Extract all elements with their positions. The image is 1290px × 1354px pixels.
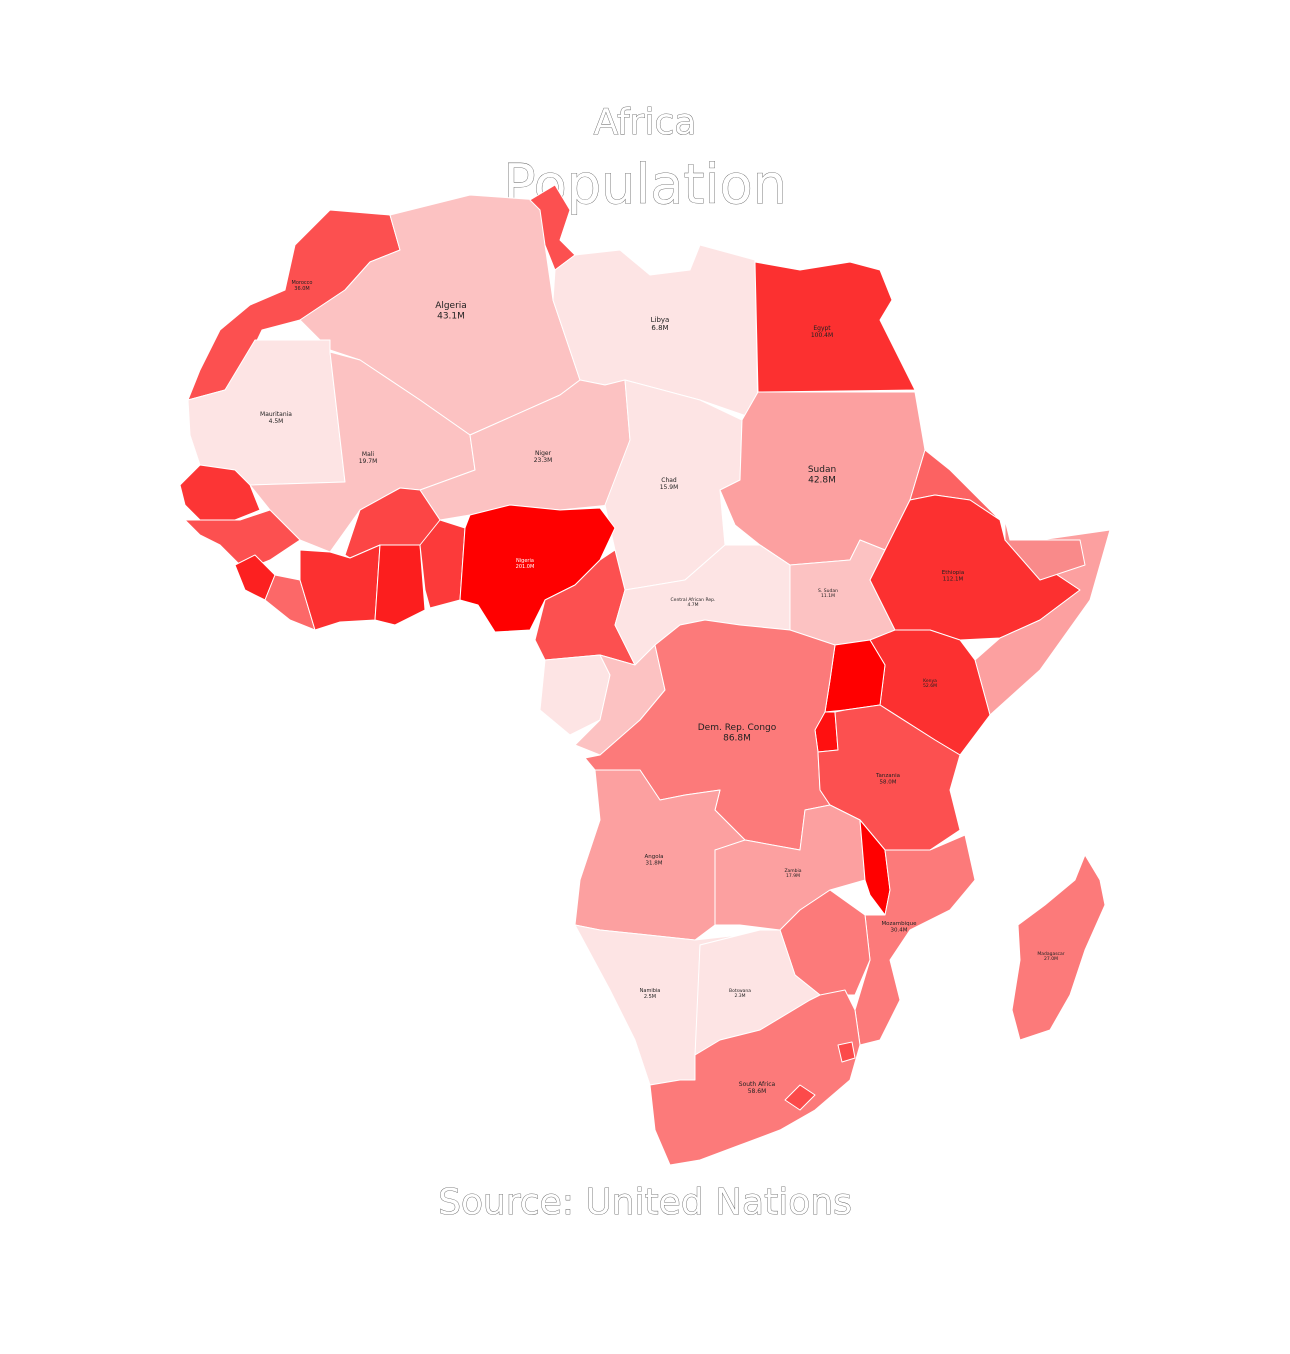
label-sudan-name: Sudan	[808, 465, 836, 475]
label-namibia-value: 2.5M	[644, 994, 656, 1000]
label-botswana-name: Botswana	[729, 988, 751, 994]
label-ssudan-name: S. Sudan	[818, 588, 838, 594]
label-angola-value: 31.8M	[646, 860, 663, 866]
country-egypt[interactable]	[754, 261, 916, 393]
label-chad-value: 15.9M	[660, 484, 679, 491]
label-drc-name: Dem. Rep. Congo	[698, 723, 777, 733]
label-kenya-name: Kenya	[923, 678, 937, 684]
label-mozambique-name: Mozambique	[881, 921, 917, 927]
label-namibia-name: Namibia	[640, 988, 661, 994]
countries-layer	[179, 184, 1111, 1166]
label-madagascar-value: 27.0M	[1044, 956, 1058, 962]
country-lesotho[interactable]	[784, 1084, 816, 1111]
label-sudan-value: 42.8M	[808, 475, 836, 485]
label-southafrica-name: South Africa	[739, 1081, 776, 1088]
label-ethiopia-name: Ethiopia	[942, 570, 964, 576]
map-region-title: Africa	[594, 102, 697, 143]
country-mozambique[interactable]	[854, 834, 976, 1046]
label-zambia-value: 17.9M	[786, 873, 800, 879]
label-zambia-name: Zambia	[784, 868, 801, 874]
label-algeria-value: 43.1M	[437, 311, 465, 321]
label-kenya-value: 52.6M	[923, 683, 937, 689]
label-ethiopia-value: 112.1M	[943, 576, 964, 582]
label-angola-name: Angola	[644, 854, 663, 860]
country-ivory-coast[interactable]	[299, 544, 381, 631]
label-algeria-name: Algeria	[435, 301, 467, 311]
map-source: Source: United Nations	[438, 1182, 852, 1223]
country-southafrica[interactable]	[649, 989, 861, 1166]
country-senegal[interactable]	[179, 464, 261, 521]
label-botswana-value: 2.3M	[734, 993, 745, 999]
country-guinea[interactable]	[184, 509, 301, 571]
label-libya-name: Libya	[651, 316, 670, 324]
label-nigeria-value: 201.0M	[516, 564, 535, 570]
label-nigeria-name: Nigeria	[516, 558, 534, 564]
label-drc-value: 86.8M	[723, 733, 751, 743]
country-somaliland[interactable]	[1004, 519, 1086, 581]
label-mali-name: Mali	[362, 451, 375, 458]
label-car-value: 4.7M	[687, 602, 698, 608]
label-tanzania-value: 58.0M	[880, 779, 897, 785]
label-tanzania-name: Tanzania	[875, 773, 900, 779]
label-southafrica-value: 58.6M	[748, 1088, 767, 1095]
label-morocco-value: 36.0M	[294, 286, 309, 292]
label-niger-name: Niger	[535, 450, 552, 457]
label-egypt-name: Egypt	[813, 325, 831, 332]
label-madagascar-name: Madagascar	[1037, 951, 1064, 957]
label-mozambique-value: 30.4M	[891, 927, 908, 933]
country-ghana[interactable]	[374, 544, 426, 626]
label-chad-name: Chad	[661, 477, 677, 484]
label-ssudan-value: 11.1M	[821, 593, 835, 599]
label-egypt-value: 100.4M	[811, 332, 833, 339]
country-eswatini[interactable]	[837, 1041, 856, 1063]
label-car-name: Central African Rep.	[671, 597, 716, 603]
label-niger-value: 23.3M	[534, 457, 553, 464]
label-libya-value: 6.8M	[651, 324, 668, 332]
label-mauritania-name: Mauritania	[260, 411, 292, 418]
country-madagascar[interactable]	[1011, 854, 1106, 1041]
label-mali-value: 19.7M	[359, 458, 378, 465]
label-mauritania-value: 4.5M	[269, 418, 284, 425]
label-morocco-name: Morocco	[292, 280, 313, 286]
